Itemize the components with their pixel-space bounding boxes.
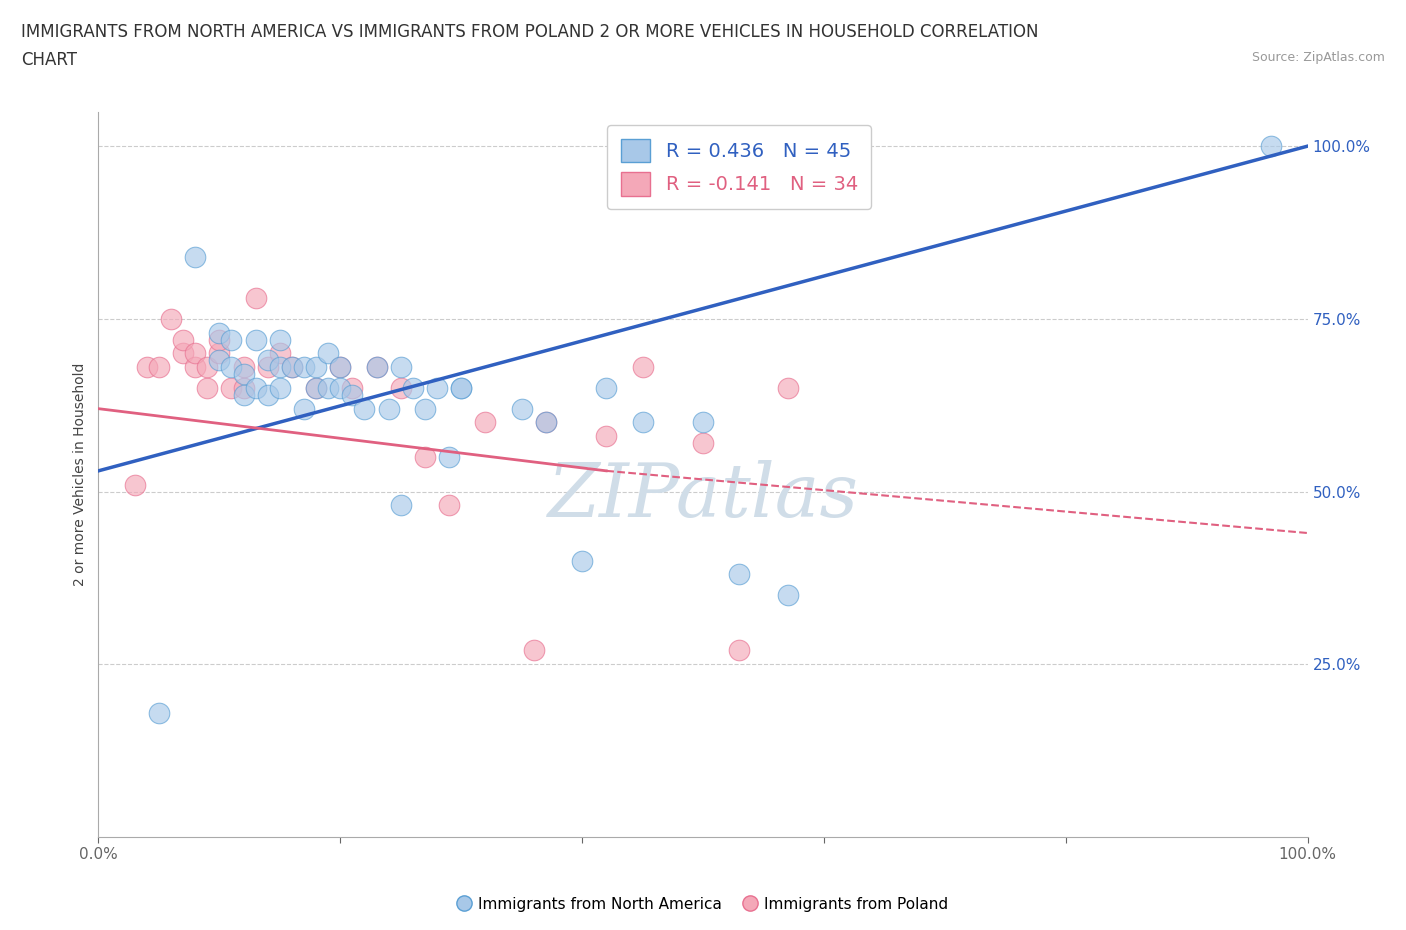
Point xyxy=(366,360,388,375)
Point xyxy=(281,360,304,375)
Point xyxy=(342,388,364,403)
Point xyxy=(245,380,267,395)
Point xyxy=(728,643,751,658)
Point xyxy=(534,415,557,430)
Point xyxy=(195,360,218,375)
Point xyxy=(184,346,207,361)
Point xyxy=(184,360,207,375)
Point xyxy=(316,380,339,395)
Point xyxy=(631,415,654,430)
Point xyxy=(366,360,388,375)
Point xyxy=(692,436,714,451)
Point xyxy=(232,380,254,395)
Point xyxy=(269,360,291,375)
Text: CHART: CHART xyxy=(21,51,77,69)
Point xyxy=(413,401,436,416)
Point xyxy=(269,346,291,361)
Point xyxy=(292,360,315,375)
Legend: Immigrants from North America, Immigrants from Poland: Immigrants from North America, Immigrant… xyxy=(451,891,955,918)
Point xyxy=(437,449,460,464)
Point xyxy=(329,360,352,375)
Point xyxy=(692,415,714,430)
Point xyxy=(208,326,231,340)
Point xyxy=(329,380,352,395)
Point xyxy=(523,643,546,658)
Text: ZIPatlas: ZIPatlas xyxy=(547,459,859,532)
Point xyxy=(631,360,654,375)
Point xyxy=(208,346,231,361)
Point xyxy=(426,380,449,395)
Point xyxy=(595,429,617,444)
Point xyxy=(534,415,557,430)
Point xyxy=(450,380,472,395)
Point xyxy=(571,553,593,568)
Point xyxy=(377,401,399,416)
Point xyxy=(256,352,278,367)
Point xyxy=(510,401,533,416)
Point xyxy=(474,415,496,430)
Point xyxy=(269,380,291,395)
Point xyxy=(160,312,183,326)
Text: IMMIGRANTS FROM NORTH AMERICA VS IMMIGRANTS FROM POLAND 2 OR MORE VEHICLES IN HO: IMMIGRANTS FROM NORTH AMERICA VS IMMIGRA… xyxy=(21,23,1039,41)
Point xyxy=(221,360,243,375)
Legend: R = 0.436   N = 45, R = -0.141   N = 34: R = 0.436 N = 45, R = -0.141 N = 34 xyxy=(607,125,872,209)
Point xyxy=(245,332,267,347)
Point xyxy=(148,705,170,720)
Point xyxy=(353,401,375,416)
Point xyxy=(316,346,339,361)
Point xyxy=(776,588,799,603)
Point xyxy=(413,449,436,464)
Text: Source: ZipAtlas.com: Source: ZipAtlas.com xyxy=(1251,51,1385,64)
Point xyxy=(595,380,617,395)
Point xyxy=(184,249,207,264)
Point xyxy=(402,380,425,395)
Point xyxy=(135,360,157,375)
Point xyxy=(342,380,364,395)
Point xyxy=(172,332,194,347)
Point xyxy=(208,352,231,367)
Point xyxy=(148,360,170,375)
Y-axis label: 2 or more Vehicles in Household: 2 or more Vehicles in Household xyxy=(73,363,87,586)
Point xyxy=(221,332,243,347)
Point xyxy=(389,380,412,395)
Point xyxy=(305,380,328,395)
Point xyxy=(305,360,328,375)
Point xyxy=(208,332,231,347)
Point xyxy=(124,477,146,492)
Point xyxy=(281,360,304,375)
Point xyxy=(256,360,278,375)
Point xyxy=(329,360,352,375)
Point xyxy=(172,346,194,361)
Point xyxy=(1260,139,1282,153)
Point xyxy=(450,380,472,395)
Point xyxy=(437,498,460,512)
Point xyxy=(195,380,218,395)
Point xyxy=(389,498,412,512)
Point xyxy=(221,380,243,395)
Point xyxy=(776,380,799,395)
Point xyxy=(232,366,254,381)
Point xyxy=(292,401,315,416)
Point xyxy=(389,360,412,375)
Point xyxy=(269,332,291,347)
Point xyxy=(728,567,751,582)
Point xyxy=(232,360,254,375)
Point xyxy=(256,388,278,403)
Point xyxy=(232,388,254,403)
Point xyxy=(245,291,267,306)
Point xyxy=(305,380,328,395)
